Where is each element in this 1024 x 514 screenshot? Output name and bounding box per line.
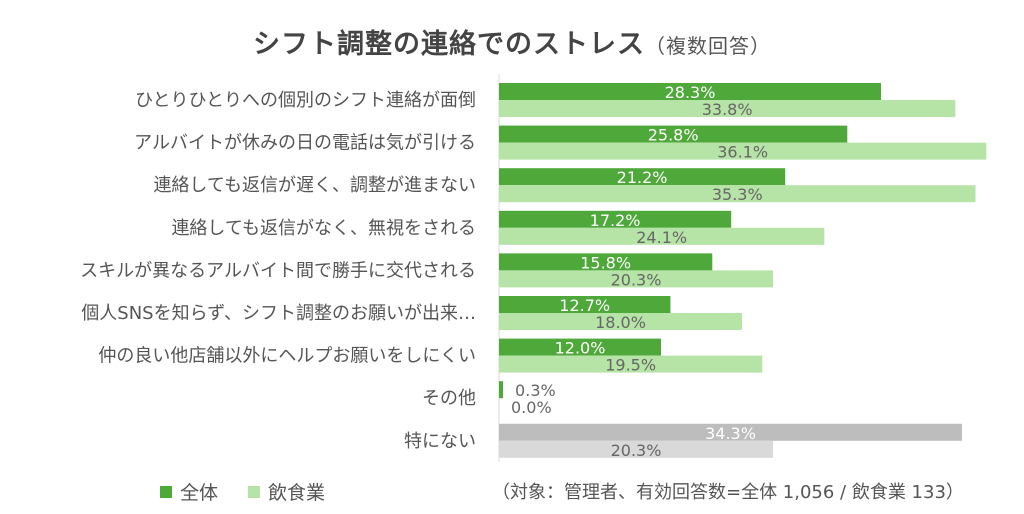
- bar-all: [499, 423, 963, 441]
- bar-all: [499, 381, 504, 399]
- bar-food: [499, 440, 774, 458]
- data-label-all: 28.3%: [665, 83, 716, 102]
- bar-all: [499, 253, 713, 271]
- category-label: 連絡しても返信がなく、無視をされる: [171, 218, 476, 239]
- data-label-all: 12.7%: [559, 296, 610, 315]
- category-label: 特にない: [404, 431, 476, 452]
- data-label-all: 15.8%: [580, 253, 631, 272]
- category-label: その他: [422, 388, 476, 409]
- chart-subtitle: （複数回答）: [645, 34, 771, 58]
- data-label-food: 19.5%: [605, 356, 656, 375]
- bar-food: [499, 100, 956, 117]
- bar-all: [499, 338, 661, 356]
- category-label: ひとりひとりへの個別のシフト連絡が面倒: [135, 90, 476, 111]
- data-label-all: 34.3%: [705, 424, 756, 443]
- chart-title-text: シフト調整の連絡でのストレス: [253, 29, 645, 60]
- data-label-all: 0.3%: [515, 381, 556, 400]
- bar-food: [499, 355, 763, 373]
- data-label-food: 0.0%: [511, 398, 552, 417]
- legend-swatch-all: [160, 485, 172, 498]
- data-label-food: 18.0%: [595, 313, 646, 332]
- bar-all: [499, 125, 848, 143]
- legend-label-all: 全体: [180, 482, 219, 504]
- category-label: 個人SNSを知らず、シフト調整のお願いが出来…: [81, 303, 476, 324]
- chart-title: シフト調整の連絡でのストレス（複数回答）: [0, 22, 1024, 61]
- category-label: スキルが異なるアルバイト間で勝手に交代される: [80, 260, 476, 281]
- bar-all: [499, 210, 732, 228]
- legend: 全体 飲食業: [160, 478, 325, 505]
- data-label-all: 17.2%: [590, 211, 641, 230]
- category-label: 連絡しても返信が遅く、調整が進まない: [153, 175, 476, 196]
- legend-item-food: 飲食業: [248, 478, 325, 505]
- data-label-food: 33.8%: [702, 100, 753, 119]
- bar-food: [499, 185, 976, 203]
- bar-food: [499, 142, 987, 160]
- sample-note: （対象：管理者、有効回答数=全体 1,056 / 飲食業 133）: [492, 482, 964, 503]
- data-label-food: 20.3%: [611, 270, 662, 289]
- legend-label-food: 飲食業: [268, 482, 326, 504]
- category-label: 仲の良い他店舗以外にヘルプお願いをしにくい: [98, 346, 476, 367]
- data-label-all: 21.2%: [617, 168, 668, 187]
- legend-item-all: 全体: [160, 478, 218, 505]
- data-label-food: 36.1%: [717, 143, 768, 162]
- data-label-food: 20.3%: [611, 441, 662, 460]
- category-label: アルバイトが休みの日の電話は気が引ける: [134, 133, 476, 154]
- bar-all: [499, 296, 671, 313]
- bar-food: [499, 270, 774, 288]
- data-label-food: 24.1%: [636, 228, 687, 247]
- data-label-all: 12.0%: [555, 339, 606, 358]
- bar-food: [499, 313, 742, 330]
- bar-all: [499, 168, 786, 186]
- bar-all: [499, 83, 882, 100]
- data-label-all: 25.8%: [648, 126, 699, 145]
- bar-food: [499, 227, 825, 245]
- data-label-food: 35.3%: [712, 185, 763, 204]
- legend-swatch-food: [248, 485, 261, 498]
